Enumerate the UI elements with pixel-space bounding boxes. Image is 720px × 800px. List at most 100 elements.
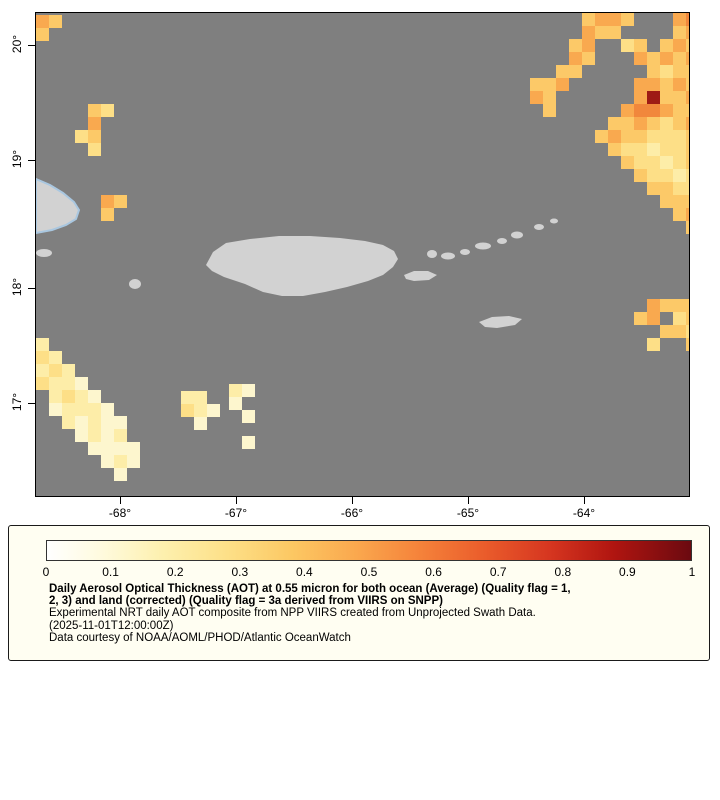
- aot-data-cell: [686, 169, 689, 182]
- aot-data-cell: [194, 404, 207, 417]
- aot-data-cell: [660, 52, 673, 65]
- colorbar-tick-label: 0.9: [619, 565, 636, 579]
- aot-data-cell: [660, 117, 673, 130]
- aot-data-cell: [673, 117, 686, 130]
- aot-data-cell: [673, 104, 686, 117]
- aot-data-cell: [634, 104, 647, 117]
- aot-data-cell: [660, 156, 673, 169]
- aot-data-cell: [673, 39, 686, 52]
- aot-data-cell: [36, 338, 49, 351]
- aot-data-cell: [127, 442, 140, 455]
- aot-data-cell: [88, 117, 101, 130]
- aot-data-cell: [634, 117, 647, 130]
- aot-data-cell: [686, 13, 689, 26]
- aot-data-cell: [686, 26, 689, 39]
- aot-data-cell: [673, 182, 686, 195]
- aot-data-cell: [686, 195, 689, 208]
- aot-data-cell: [647, 117, 660, 130]
- legend-courtesy-line: Data courtesy of NOAA/AOML/PHOD/Atlantic…: [49, 631, 351, 644]
- legend-panel: Daily Aerosol Optical Thickness (AOT) at…: [8, 525, 710, 661]
- aot-data-cell: [62, 403, 75, 416]
- aot-data-cell: [101, 455, 114, 468]
- x-axis-tick-label: -65°: [456, 506, 480, 520]
- aot-data-cell: [647, 299, 660, 312]
- aot-data-cell: [101, 442, 114, 455]
- aot-data-cell: [569, 39, 582, 52]
- aot-map-figure: 20° 19° 18° 17° -68° -67° -66° -65° -64°: [10, 12, 690, 520]
- aot-data-cell: [621, 117, 634, 130]
- aot-data-cell: [101, 208, 114, 221]
- aot-data-cell: [647, 91, 660, 104]
- aot-data-cell: [673, 26, 686, 39]
- legend-description-line: Experimental NRT daily AOT composite fro…: [49, 607, 536, 620]
- aot-data-cell: [608, 13, 621, 26]
- aot-data-cell: [673, 143, 686, 156]
- aot-data-cell: [36, 28, 49, 41]
- aot-data-cell: [660, 169, 673, 182]
- aot-data-cell: [556, 78, 569, 91]
- aot-data-cell: [660, 195, 673, 208]
- aot-data-cell: [634, 156, 647, 169]
- virgin-gorda-island: [497, 238, 507, 244]
- aot-data-cell: [127, 455, 140, 468]
- virgin-islands-islet: [511, 231, 523, 239]
- aot-data-cell: [686, 221, 689, 234]
- aot-data-cell: [686, 130, 689, 143]
- colorbar-tick-label: 0.2: [166, 565, 184, 579]
- aot-data-cell: [114, 195, 127, 208]
- aot-data-cell: [530, 78, 543, 91]
- aot-data-cell: [569, 65, 582, 78]
- legend-timestamp: (2025-11-01T12:00:00Z): [49, 619, 174, 632]
- aot-data-cell: [686, 65, 689, 78]
- y-axis-tick-mark: [28, 45, 35, 46]
- small-islet: [550, 218, 558, 224]
- aot-data-cell: [88, 390, 101, 403]
- aot-data-cell: [49, 15, 62, 28]
- aot-data-cell: [101, 429, 114, 442]
- vieques-island: [404, 271, 437, 281]
- aot-data-cell: [686, 117, 689, 130]
- aot-data-cell: [673, 78, 686, 91]
- colorbar-tick-label: 0.4: [296, 565, 313, 579]
- legend-title-line-2: 2, 3) and land (corrected) (Quality flag…: [49, 595, 443, 608]
- aot-data-cell: [673, 169, 686, 182]
- aot-data-cell: [75, 416, 88, 429]
- st-john-island: [460, 249, 470, 255]
- aot-data-cell: [242, 410, 255, 423]
- st-croix-island: [479, 316, 522, 328]
- colorbar-tick-label: 0.8: [554, 565, 572, 579]
- aot-data-cell: [88, 416, 101, 429]
- aot-data-cell: [673, 195, 686, 208]
- aot-data-cell: [75, 377, 88, 390]
- aot-data-cell: [634, 130, 647, 143]
- aot-data-cell: [569, 52, 582, 65]
- aot-data-cell: [543, 78, 556, 91]
- aot-data-cell: [647, 78, 660, 91]
- aot-data-cell: [686, 338, 689, 351]
- aot-data-cell: [229, 397, 242, 410]
- aot-data-cell: [660, 299, 673, 312]
- aot-data-cell: [582, 26, 595, 39]
- aot-data-cell: [686, 39, 689, 52]
- aot-data-cell: [36, 364, 49, 377]
- x-axis-tick-mark: [120, 497, 121, 504]
- aot-data-cell: [621, 130, 634, 143]
- aot-data-cell: [673, 208, 686, 221]
- aot-data-cell: [101, 195, 114, 208]
- aot-data-cell: [660, 78, 673, 91]
- aot-data-cell: [75, 130, 88, 143]
- aot-data-cell: [660, 104, 673, 117]
- aot-data-cell: [660, 130, 673, 143]
- aot-data-cell: [181, 391, 194, 404]
- aot-data-cell: [647, 156, 660, 169]
- x-axis-tick-mark: [584, 497, 585, 504]
- aot-data-cell: [582, 39, 595, 52]
- aot-data-cell: [686, 91, 689, 104]
- colorbar-tick-label: 0.1: [102, 565, 119, 579]
- aot-data-cell: [647, 143, 660, 156]
- aot-data-cell: [229, 384, 242, 397]
- y-axis-tick-mark: [28, 160, 35, 161]
- aot-data-cell: [101, 416, 114, 429]
- aot-data-cell: [49, 403, 62, 416]
- aot-data-cell: [88, 104, 101, 117]
